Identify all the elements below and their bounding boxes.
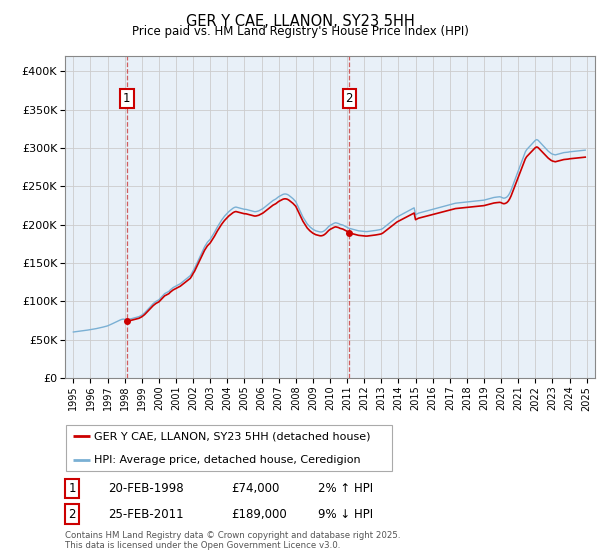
Text: £74,000: £74,000: [231, 482, 280, 495]
Text: 25-FEB-2011: 25-FEB-2011: [108, 507, 184, 521]
Text: Contains HM Land Registry data © Crown copyright and database right 2025.
This d: Contains HM Land Registry data © Crown c…: [65, 530, 400, 550]
Text: Price paid vs. HM Land Registry's House Price Index (HPI): Price paid vs. HM Land Registry's House …: [131, 25, 469, 38]
Text: HPI: Average price, detached house, Ceredigion: HPI: Average price, detached house, Cere…: [95, 455, 361, 465]
Text: £189,000: £189,000: [231, 507, 287, 521]
Text: GER Y CAE, LLANON, SY23 5HH: GER Y CAE, LLANON, SY23 5HH: [185, 14, 415, 29]
Text: 20-FEB-1998: 20-FEB-1998: [108, 482, 184, 495]
Text: 2: 2: [68, 507, 76, 521]
Text: 2% ↑ HPI: 2% ↑ HPI: [318, 482, 373, 495]
Text: 2: 2: [346, 92, 353, 105]
Text: GER Y CAE, LLANON, SY23 5HH (detached house): GER Y CAE, LLANON, SY23 5HH (detached ho…: [95, 431, 371, 441]
Text: 9% ↓ HPI: 9% ↓ HPI: [318, 507, 373, 521]
Text: 1: 1: [123, 92, 131, 105]
Text: 1: 1: [68, 482, 76, 495]
FancyBboxPatch shape: [67, 426, 392, 470]
